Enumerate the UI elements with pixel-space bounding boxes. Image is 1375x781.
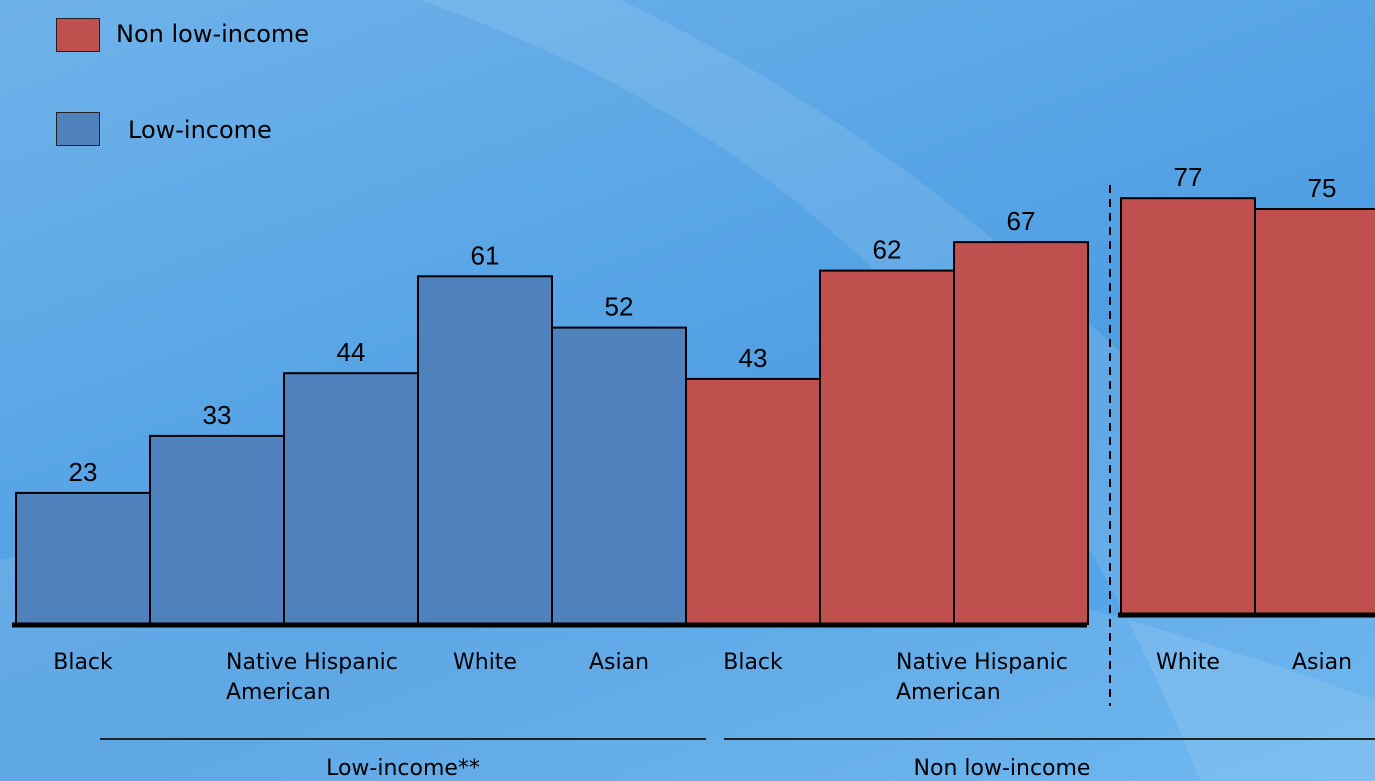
legend-label-non-low-income: Non low-income [116,20,310,48]
bar-value-label: 44 [337,337,366,367]
category-label: Asian [1291,650,1353,675]
bar [15,491,151,625]
category-label: Black [723,650,783,675]
bar [953,241,1089,625]
group-label-non-low-income: Non low-income [913,756,1091,781]
category-label: Native American [226,650,331,705]
category-label: White [453,650,517,675]
bar-value-label: 62 [873,235,902,265]
legend-swatch-low-income [56,112,100,146]
bar [1254,208,1375,615]
bar [283,372,419,626]
bar [819,269,955,625]
bar [1120,197,1256,615]
bar [551,326,687,625]
bar-value-label: 75 [1308,173,1337,203]
bar-value-label: 23 [69,457,98,487]
bar-value-label: 33 [203,400,232,430]
bar-value-label: 67 [1007,206,1036,236]
bar [149,434,285,625]
group-underline-low-income [100,738,706,740]
category-label: Black [53,650,113,675]
category-label: Asian [588,650,650,675]
legend-label-low-income: Low-income [128,116,272,144]
category-label: Hispanic [974,650,1068,675]
bar-value-label: 61 [471,240,500,270]
category-label: Native American [896,650,1001,705]
bar [685,377,821,625]
bar [417,275,553,625]
legend-swatch-non-low-income [56,18,100,52]
bar-value-label: 43 [739,343,768,373]
category-label: Hispanic [304,650,398,675]
group-underline-non-low-income [724,738,1375,740]
category-label: White [1156,650,1220,675]
bar-value-label: 77 [1174,162,1203,192]
bar-value-label: 52 [605,292,634,322]
group-label-low-income: Low-income** [326,756,480,781]
